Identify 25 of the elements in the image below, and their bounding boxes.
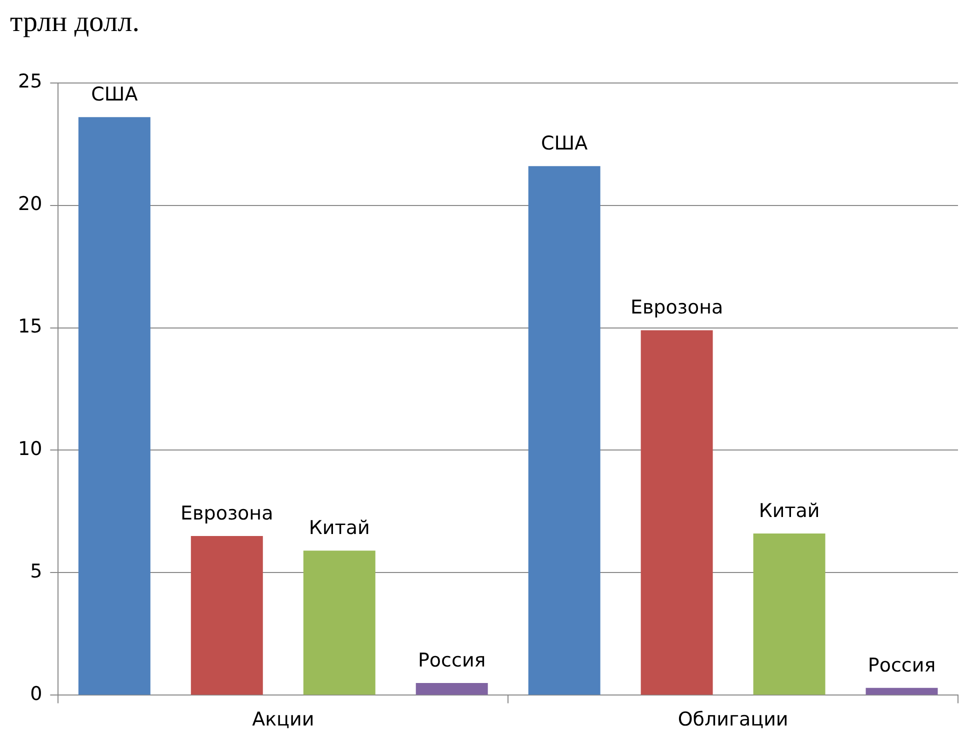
text: Еврозона: [630, 296, 724, 319]
y-tick-label: 5: [30, 560, 42, 583]
y-tick-label: 0: [30, 683, 42, 706]
bar: [416, 682, 488, 695]
text: Китай: [308, 517, 370, 540]
bar: [753, 534, 826, 695]
bar: [303, 550, 376, 695]
series-label: Россия: [418, 649, 486, 672]
series-label: Еврозона: [180, 502, 274, 524]
y-tick-label: 25: [18, 70, 42, 93]
x-tick-label: Акции: [252, 708, 314, 731]
text: США: [91, 84, 138, 106]
y-tick-label: 20: [18, 193, 42, 216]
y-tick-label: 15: [18, 316, 42, 338]
chart-title: трлн долл.: [10, 6, 140, 38]
x-tick-label: Облигации: [678, 708, 788, 731]
series-label: США: [541, 132, 588, 155]
bar: [528, 166, 600, 695]
bar: [866, 688, 938, 695]
bar: [640, 330, 713, 695]
bar: [78, 117, 150, 695]
text: Россия: [868, 654, 936, 676]
y-tick-label: 10: [18, 438, 42, 460]
bar: [190, 536, 263, 695]
series-label: Китай: [758, 500, 820, 522]
